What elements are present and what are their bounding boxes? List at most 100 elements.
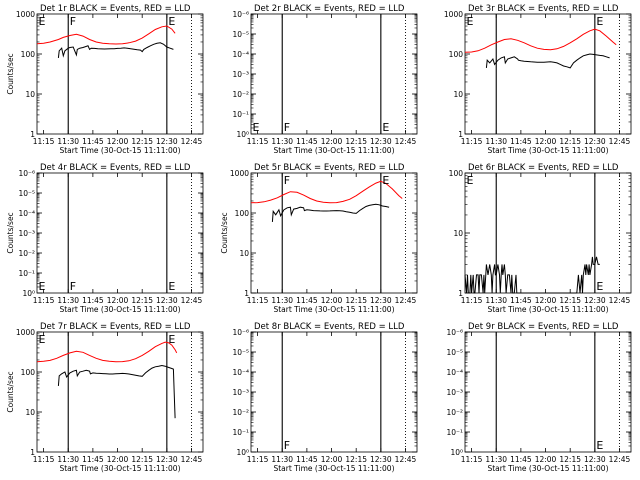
x-tick-label: 11:15 [461,296,483,305]
x-tick-label: 11:15 [247,455,269,464]
panel-title: Det 3r BLACK = Events, RED = LLD [468,4,619,14]
x-tick-label: 12:15 [559,296,581,305]
x-tick-label: 12:45 [181,455,203,464]
y-tick-label: 10⁻³ [446,388,463,397]
y-tick-label: 10⁻⁴ [232,368,249,377]
x-axis-label: Start Time (30-Oct-15 11:11:00) [59,305,180,314]
x-tick-label: 11:45 [296,455,318,464]
x-axis-label: Start Time (30-Oct-15 11:11:00) [59,146,180,155]
x-tick-label: 12:45 [395,455,417,464]
y-axis-label: Counts/sec [6,212,15,253]
y-tick-label: 10⁻⁶ [232,328,249,337]
events-series-line [57,364,176,419]
panel-title: Det 6r BLACK = Events, RED = LLD [468,163,619,173]
x-tick-label: 12:45 [395,137,417,146]
x-tick-label: 12:15 [345,137,367,146]
flag-e: E [596,280,603,293]
y-tick-label: 10⁰ [236,448,249,457]
flag-e: E [596,15,603,28]
y-tick-label: 100 [235,209,250,218]
y-axis-label: Counts/sec [6,53,15,94]
events-series-line [485,53,610,69]
flag-e: E [168,15,175,28]
x-axis-label: Start Time (30-Oct-15 11:11:00) [487,305,608,314]
x-axis-label: Start Time (30-Oct-15 11:11:00) [487,146,608,155]
x-tick-label: 11:30 [271,455,293,464]
y-tick-label: 10⁻⁴ [18,209,35,218]
x-tick-label: 11:30 [485,455,507,464]
flag-e: E [467,15,474,28]
flag-e: E [39,280,46,293]
plot-frame [36,172,204,294]
plot-frame [464,13,632,135]
flag-f: F [284,121,290,134]
x-tick-label: 12:30 [156,455,178,464]
x-tick-label: 11:45 [296,296,318,305]
lld-series-line [250,180,403,204]
y-tick-label: 10⁻¹ [18,269,35,278]
plot-frame [464,331,632,453]
x-tick-label: 12:00 [535,455,557,464]
x-tick-label: 12:15 [559,455,581,464]
y-tick-label: 10⁻⁶ [446,328,463,337]
y-tick-label: 10⁻¹ [446,428,463,437]
flag-e: E [168,333,175,346]
x-tick-label: 11:15 [33,137,55,146]
y-tick-label: 10 [239,249,249,258]
panel-title: Det 7r BLACK = Events, RED = LLD [40,322,191,332]
x-tick-label: 12:00 [107,296,129,305]
y-tick-label: 10⁻⁶ [18,169,35,178]
x-tick-label: 11:45 [82,296,104,305]
x-tick-label: 12:30 [584,296,606,305]
y-tick-label: 1000 [16,328,35,337]
y-tick-label: 10⁰ [236,130,249,139]
panel-det-6r: Det 6r BLACK = Events, RED = LLD 11:15 11:… [449,163,632,314]
x-tick-label: 12:30 [584,455,606,464]
x-tick-label: 11:45 [510,455,532,464]
x-tick-label: 11:30 [485,296,507,305]
flag-e: E [39,333,46,346]
y-tick-label: 10⁻¹ [232,110,249,119]
y-tick-label: 1 [244,289,249,298]
x-tick-label: 12:45 [609,296,631,305]
y-tick-label: 10⁻³ [232,388,249,397]
flag-e: E [168,280,175,293]
panel-title: Det 4r BLACK = Events, RED = LLD [40,163,191,173]
y-tick-label: 10⁻¹ [232,428,249,437]
x-tick-label: 12:30 [370,455,392,464]
y-tick-label: 1000 [444,10,463,19]
y-tick-label: 10⁻⁴ [446,368,463,377]
y-tick-label: 10⁻⁶ [232,10,249,19]
flag-e: E [382,121,389,134]
x-tick-label: 11:45 [510,137,532,146]
x-axis-label: Start Time (30-Oct-15 11:11:00) [273,305,394,314]
x-axis-label: Start Time (30-Oct-15 11:11:00) [487,464,608,473]
x-tick-label: 12:00 [107,137,129,146]
y-tick-label: 10⁻⁵ [232,348,249,357]
y-tick-label: 1000 [230,169,249,178]
y-tick-label: 10⁻² [232,408,249,417]
flag-e: E [253,121,260,134]
flag-e: E [596,439,603,452]
y-tick-label: 1000 [16,10,35,19]
x-tick-label: 11:30 [485,137,507,146]
flag-f: F [70,15,76,28]
y-tick-label: 10⁻² [232,90,249,99]
y-tick-label: 100 [21,50,36,59]
y-tick-label: 10 [25,408,35,417]
panel-title: Det 2r BLACK = Events, RED = LLD [254,4,405,14]
y-tick-label: 1 [30,448,35,457]
flag-e: E [39,15,46,28]
y-tick-label: 10⁻⁵ [446,348,463,357]
events-series-line [57,42,174,58]
plot-frame [464,172,632,294]
x-tick-label: 12:45 [609,455,631,464]
plot-frame [250,331,418,453]
x-axis-label: Start Time (30-Oct-15 11:11:00) [59,464,180,473]
y-tick-label: 100 [21,368,36,377]
